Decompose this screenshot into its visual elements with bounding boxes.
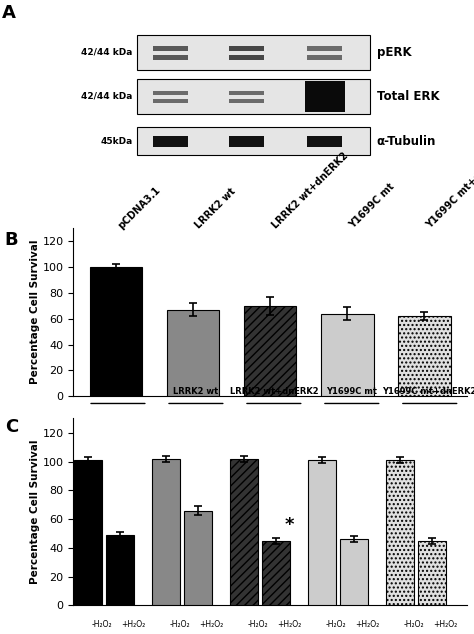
- Text: B: B: [5, 231, 18, 249]
- Text: α-Tubulin: α-Tubulin: [377, 134, 436, 148]
- Bar: [184, 510, 212, 605]
- Bar: [137, 79, 370, 113]
- Text: C: C: [5, 418, 18, 436]
- Bar: [167, 309, 219, 396]
- Text: Y1699C mt+dnERK2: Y1699C mt+dnERK2: [383, 387, 474, 396]
- Bar: [153, 55, 189, 60]
- Text: LRRK2 wt: LRRK2 wt: [173, 387, 219, 396]
- Bar: [386, 460, 414, 605]
- Bar: [418, 541, 446, 605]
- Text: pERK: pERK: [377, 46, 411, 59]
- Text: -H₂O₂: -H₂O₂: [326, 620, 346, 629]
- Bar: [307, 46, 342, 51]
- Bar: [229, 136, 264, 146]
- Bar: [321, 314, 374, 396]
- Bar: [152, 459, 180, 605]
- Text: +H₂O₂: +H₂O₂: [200, 620, 224, 629]
- Text: -H₂O₂: -H₂O₂: [404, 620, 424, 629]
- Text: pCDNA3.1: pCDNA3.1: [116, 184, 162, 231]
- Text: LRRK2 wt+dnERK2: LRRK2 wt+dnERK2: [229, 387, 318, 396]
- Text: -H₂O₂: -H₂O₂: [92, 620, 112, 629]
- Bar: [106, 535, 134, 605]
- Bar: [229, 99, 264, 103]
- Y-axis label: Percentage Cell Survival: Percentage Cell Survival: [30, 440, 40, 584]
- Text: +H₂O₂: +H₂O₂: [278, 620, 302, 629]
- Text: -H₂O₂: -H₂O₂: [248, 620, 268, 629]
- Bar: [308, 460, 336, 605]
- Text: pCDNA3.1: pCDNA3.1: [94, 387, 142, 396]
- Bar: [153, 136, 189, 146]
- Bar: [229, 55, 264, 60]
- Text: Total ERK: Total ERK: [377, 90, 439, 103]
- Bar: [229, 91, 264, 95]
- Text: +H₂O₂: +H₂O₂: [356, 620, 380, 629]
- Text: Y1699C mt: Y1699C mt: [326, 387, 377, 396]
- Bar: [153, 99, 189, 103]
- Bar: [74, 460, 102, 605]
- Bar: [153, 91, 189, 95]
- Text: +H₂O₂: +H₂O₂: [122, 620, 146, 629]
- Bar: [137, 35, 370, 70]
- Bar: [304, 81, 345, 112]
- Text: 45kDa: 45kDa: [100, 136, 133, 146]
- Text: 42/44 kDa: 42/44 kDa: [82, 92, 133, 101]
- Bar: [262, 541, 290, 605]
- Text: +H₂O₂: +H₂O₂: [433, 620, 458, 629]
- Text: *: *: [285, 515, 294, 534]
- Bar: [229, 46, 264, 51]
- Text: LRRK2 wt: LRRK2 wt: [193, 186, 237, 231]
- Text: LRRK2 wt+dnERK2: LRRK2 wt+dnERK2: [270, 151, 350, 231]
- Bar: [307, 55, 342, 60]
- Bar: [398, 316, 451, 396]
- Text: Y1699C mt+dnERK2: Y1699C mt+dnERK2: [424, 146, 474, 231]
- Text: Y1699C mt: Y1699C mt: [347, 182, 396, 231]
- Bar: [153, 46, 189, 51]
- Text: A: A: [2, 4, 16, 22]
- Bar: [307, 136, 342, 146]
- Bar: [137, 127, 370, 155]
- Bar: [230, 459, 258, 605]
- Text: 42/44 kDa: 42/44 kDa: [82, 48, 133, 57]
- Y-axis label: Percentage Cell Survival: Percentage Cell Survival: [30, 240, 40, 384]
- Bar: [244, 306, 296, 396]
- Bar: [90, 267, 142, 396]
- Bar: [340, 540, 368, 605]
- Text: -H₂O₂: -H₂O₂: [170, 620, 191, 629]
